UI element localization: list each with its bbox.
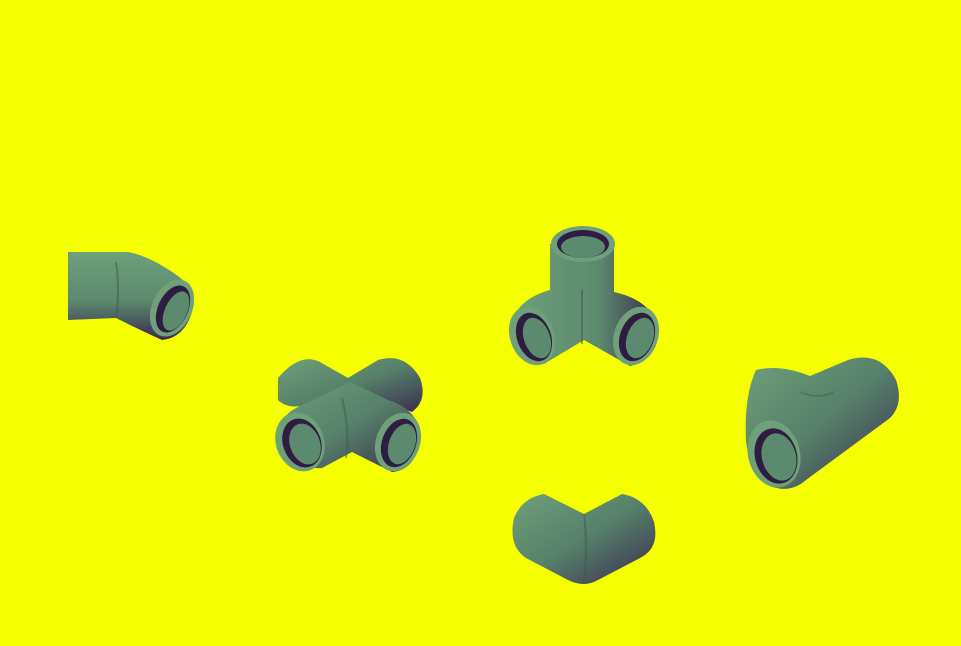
pipe-corner-3way-icon — [508, 226, 660, 366]
pipe-cross-icon — [275, 358, 423, 472]
pipe-elbow-45-icon — [68, 252, 195, 340]
pipe-elbow-90-icon — [512, 494, 656, 584]
pipe-tee-icon — [745, 357, 899, 489]
